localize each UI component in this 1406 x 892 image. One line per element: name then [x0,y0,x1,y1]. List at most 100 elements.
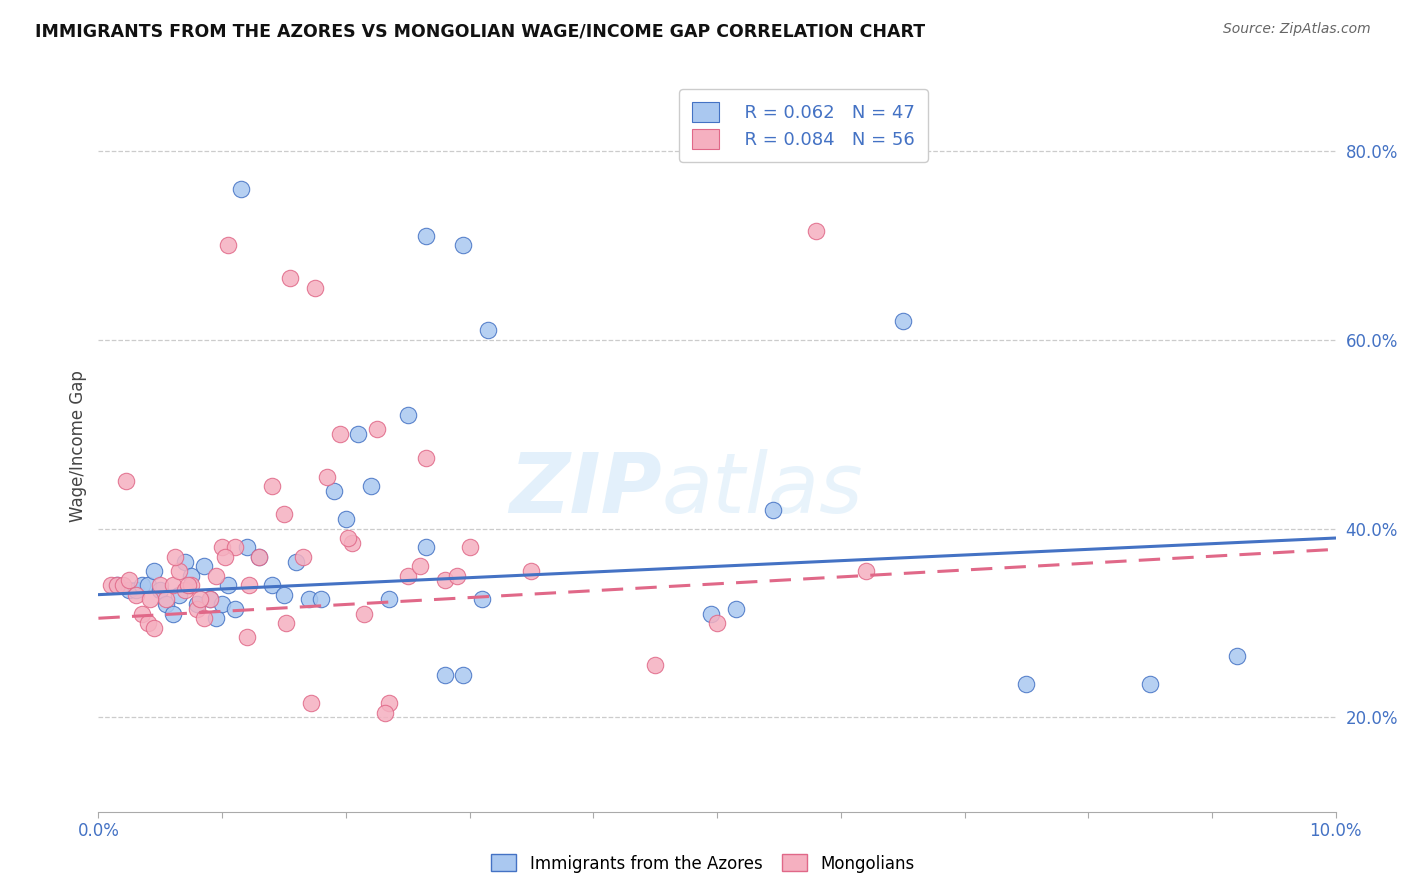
Point [329,427,352,442]
Text: IMMIGRANTS FROM THE AZORES VS MONGOLIAN WAGE/INCOME GAP CORRELATION CHART: IMMIGRANTS FROM THE AZORES VS MONGOLIAN … [35,22,925,40]
Point [409,559,432,574]
Point [520,564,543,578]
Point [224,602,246,616]
Point [211,597,233,611]
Point [205,568,228,582]
Point [186,602,208,616]
Point [205,611,228,625]
Point [149,578,172,592]
Point [433,574,456,588]
Point [198,592,221,607]
Point [1139,677,1161,691]
Point [453,238,475,252]
Point [155,597,177,611]
Point [477,323,499,337]
Point [155,592,177,607]
Point [340,535,363,549]
Point [131,578,153,592]
Point [114,475,136,489]
Point [193,611,215,625]
Point [304,281,326,295]
Point [706,615,728,630]
Point [458,541,481,555]
Point [433,668,456,682]
Point [285,555,308,569]
Point [124,588,146,602]
Text: atlas: atlas [661,450,863,531]
Point [105,578,128,592]
Point [112,578,135,592]
Point [162,578,184,592]
Point [236,630,259,644]
Point [644,658,666,673]
Point [180,578,202,592]
Point [891,314,914,328]
Point [415,229,437,244]
Point [415,450,437,465]
Point [353,607,375,621]
Point [162,607,184,621]
Point [360,479,382,493]
Point [247,549,270,564]
Point [214,549,236,564]
Point [217,578,239,592]
Legend: Immigrants from the Azores, Mongolians: Immigrants from the Azores, Mongolians [485,847,921,880]
Point [273,508,295,522]
Point [143,564,166,578]
Point [224,541,246,555]
Y-axis label: Wage/Income Gap: Wage/Income Gap [69,370,87,522]
Point [415,541,437,555]
Point [322,483,344,498]
Point [260,479,283,493]
Text: Source: ZipAtlas.com: Source: ZipAtlas.com [1223,22,1371,37]
Point [139,592,162,607]
Point [105,578,128,592]
Point [378,592,401,607]
Point [471,592,494,607]
Point [309,592,332,607]
Point [396,568,419,582]
Point [143,621,166,635]
Point [276,615,298,630]
Point [193,559,215,574]
Point [374,706,396,720]
Point [260,578,283,592]
Point [1226,648,1249,663]
Point [278,271,301,285]
Point [174,582,197,597]
Point [136,615,159,630]
Point [124,582,146,597]
Point [100,578,122,592]
Point [217,238,239,252]
Point [299,696,322,710]
Point [378,696,401,710]
Point [188,592,211,607]
Point [180,568,202,582]
Point [316,469,339,483]
Point [453,668,475,682]
Text: ZIP: ZIP [509,450,661,531]
Point [1015,677,1038,691]
Point [118,582,141,597]
Point [298,592,321,607]
Point [291,549,314,564]
Point [136,578,159,592]
Point [855,564,877,578]
Point [131,607,153,621]
Point [167,564,190,578]
Point [247,549,270,564]
Point [700,607,723,621]
Point [366,422,388,436]
Point [165,549,187,564]
Point [724,602,747,616]
Point [229,182,252,196]
Point [118,574,141,588]
Point [176,578,198,592]
Legend:   R = 0.062   N = 47,   R = 0.084   N = 56: R = 0.062 N = 47, R = 0.084 N = 56 [679,89,928,161]
Point [198,592,221,607]
Point [446,568,468,582]
Point [335,512,357,526]
Point [167,588,190,602]
Point [804,224,827,238]
Point [762,502,785,516]
